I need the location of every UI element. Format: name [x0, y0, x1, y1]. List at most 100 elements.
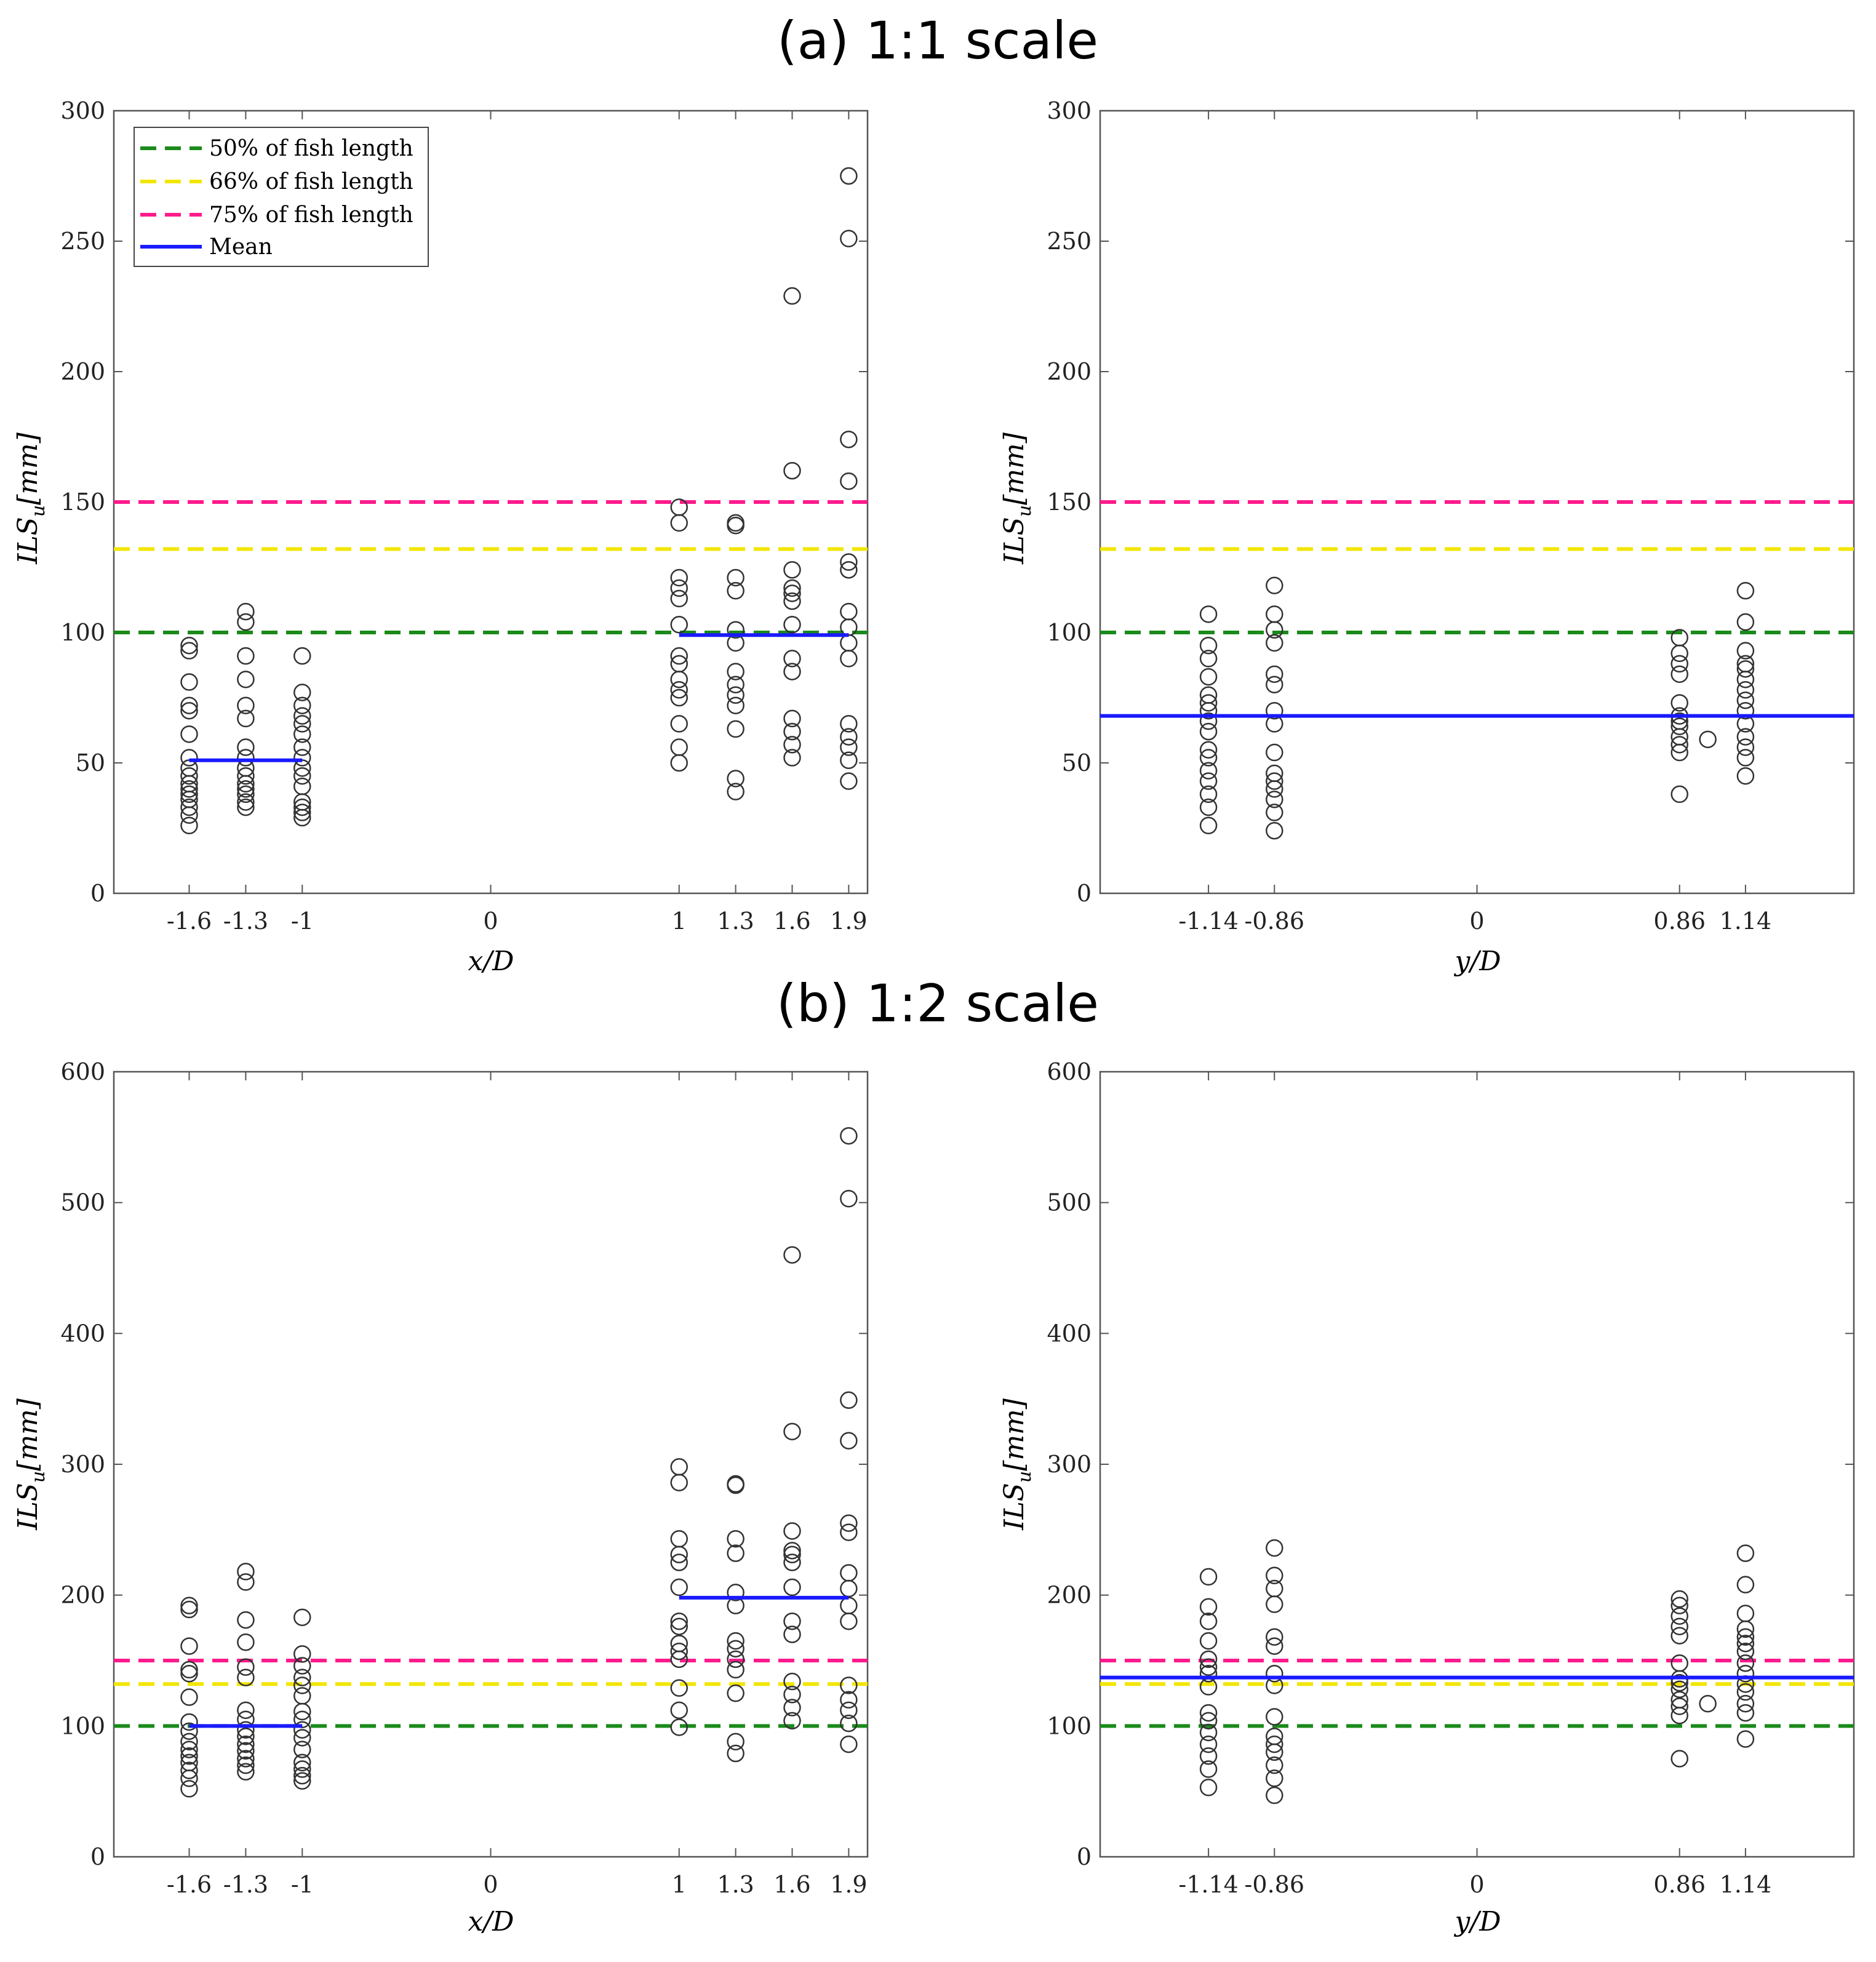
data-point [1736, 749, 1755, 767]
data-point [1266, 743, 1283, 762]
data-point [180, 1597, 198, 1614]
data-point [180, 1780, 198, 1798]
data-point [1670, 1607, 1688, 1625]
y-axis-label-sub: u [1014, 1471, 1036, 1483]
y-tick-label: 100 [60, 1712, 105, 1739]
data-point [293, 749, 311, 767]
data-point [783, 1246, 801, 1264]
data-point [727, 1650, 744, 1669]
x-tick-label: 1.3 [717, 907, 754, 935]
data-point [840, 1579, 858, 1598]
data-point [727, 720, 744, 738]
data-point [783, 1625, 801, 1643]
data-point [237, 1742, 255, 1760]
data-point [1266, 1708, 1283, 1726]
data-point [727, 696, 744, 714]
data-point [840, 553, 858, 571]
data-point [1736, 701, 1755, 720]
data-point [1736, 655, 1755, 673]
data-point [727, 1476, 744, 1494]
data-point [237, 1701, 255, 1720]
data-point [180, 1741, 198, 1758]
data-point [840, 1701, 858, 1720]
data-point [783, 1699, 801, 1717]
y-tick-label: 300 [60, 97, 105, 124]
data-point [1736, 1544, 1755, 1562]
plot-area: 0 50 100 150 200 250 300 -1.14 -0.86 0 0.86 1.14 [1047, 97, 1855, 935]
x-tick-label: -1.3 [223, 1871, 268, 1898]
legend: 50% of fish length 66% of fish length 75… [134, 127, 429, 267]
data-point [1199, 1723, 1218, 1742]
data-point [1736, 1730, 1755, 1748]
y-tick-label: 600 [1047, 1058, 1092, 1085]
data-point [783, 1612, 801, 1630]
x-tick-label: 1 [672, 907, 687, 935]
data-point [1670, 717, 1688, 735]
data-point [727, 581, 744, 600]
data-point [1736, 1654, 1755, 1672]
data-point [670, 671, 688, 688]
data-point [670, 1635, 688, 1653]
data-point [293, 798, 311, 816]
y-tick-label: 50 [1062, 749, 1092, 776]
data-point [1736, 1694, 1755, 1713]
data-point [1199, 1650, 1218, 1669]
data-point [1670, 665, 1688, 684]
data-point [1266, 1786, 1283, 1804]
x-axis-label: x/D [468, 1906, 514, 1937]
x-tick-label: -1.14 [1178, 1871, 1238, 1898]
data-point [293, 1729, 311, 1747]
data-point [180, 636, 198, 655]
data-point [727, 1744, 744, 1763]
y-tick-label: 400 [60, 1320, 105, 1347]
data-point [1699, 730, 1717, 749]
data-point [1736, 1635, 1755, 1653]
data-point [180, 1747, 198, 1765]
data-point [1199, 1612, 1218, 1630]
data-point [727, 1584, 744, 1601]
y-tick-label: 200 [60, 358, 105, 385]
data-point [783, 616, 801, 634]
y-axis-label-base: ILS [12, 1483, 44, 1531]
y-tick-label: 100 [1047, 1712, 1092, 1739]
data-point [1736, 691, 1755, 709]
data-point [293, 1669, 311, 1686]
data-point [237, 785, 255, 804]
legend-label-75: 75% of fish length [209, 202, 413, 228]
x-tick-label: 1.3 [717, 1871, 754, 1898]
data-point [293, 1772, 311, 1790]
data-point [1199, 694, 1218, 712]
data-point [783, 1545, 801, 1563]
data-point [727, 514, 744, 532]
data-point [1736, 1605, 1755, 1622]
data-point [1199, 1658, 1218, 1676]
data-point [1670, 629, 1688, 647]
data-point [180, 1665, 198, 1683]
data-point [727, 568, 744, 587]
data-point [180, 725, 198, 743]
data-point [1266, 1735, 1283, 1753]
y-tick-label: 300 [1047, 1451, 1092, 1478]
data-point [237, 613, 255, 631]
legend-label-66: 66% of fish length [209, 169, 413, 194]
y-tick-label: 0 [1077, 880, 1092, 907]
x-tick-label: 0 [483, 907, 498, 935]
data-point [237, 1763, 255, 1781]
data-point [783, 1578, 801, 1597]
data-point [1266, 1769, 1283, 1787]
data-point [1736, 1665, 1755, 1683]
data-point [1670, 694, 1688, 712]
data-point [1266, 1665, 1283, 1683]
panel-title-b: (b) 1:2 scale [776, 973, 1099, 1034]
data-point [1736, 1628, 1755, 1646]
y-axis-label: ILSu[mm] [12, 432, 49, 565]
data-point [783, 663, 801, 680]
y-axis-label-sub: u [28, 505, 49, 517]
data-point [293, 777, 311, 796]
data-point [237, 1669, 255, 1686]
x-tick-label: -1 [291, 1871, 314, 1898]
x-tick-label: -1.3 [223, 907, 268, 935]
data-point [670, 681, 688, 699]
